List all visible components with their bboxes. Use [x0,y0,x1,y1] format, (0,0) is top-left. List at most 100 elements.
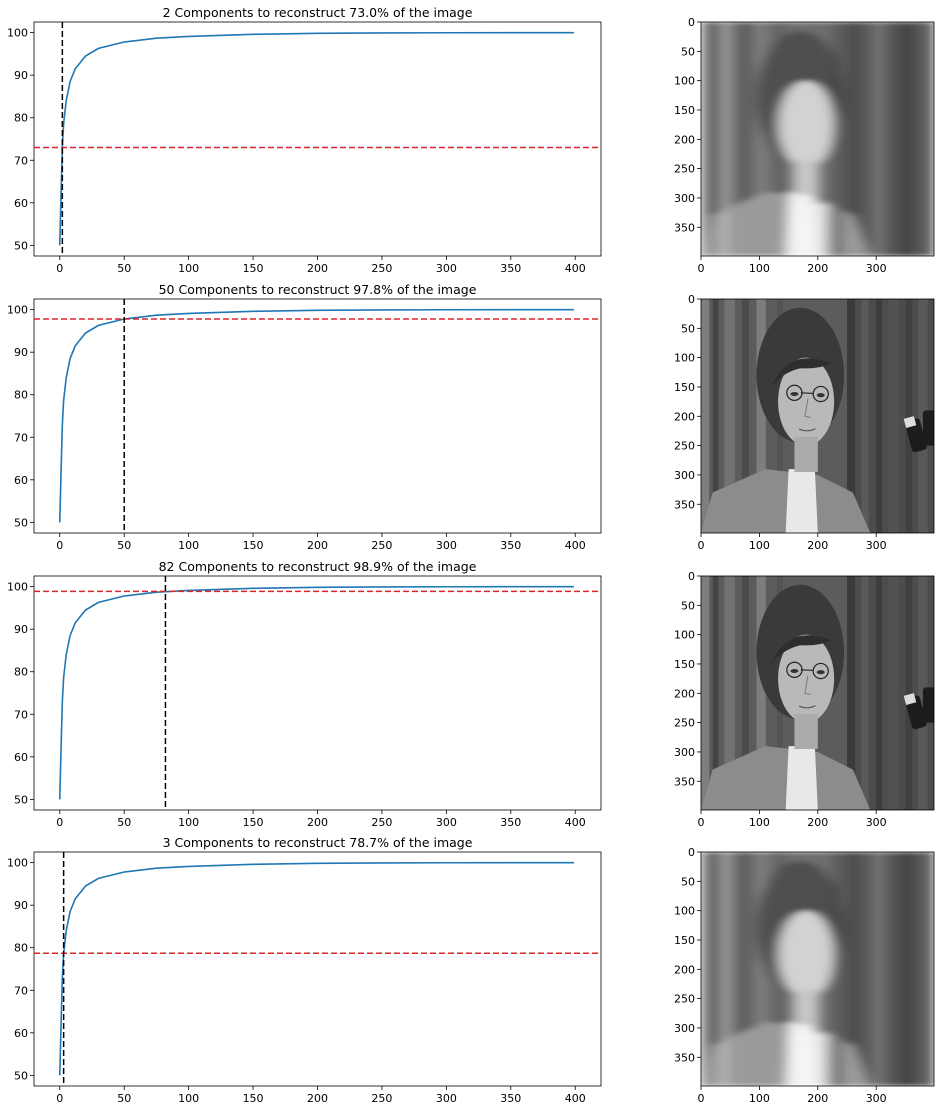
image-x-tick-label: 0 [698,262,705,275]
image-y-tick-label: 150 [674,934,695,947]
chart-title: 82 Components to reconstruct 98.9% of th… [159,559,477,574]
y-tick-label: 70 [14,984,28,997]
image-y-tick-label: 150 [674,381,695,394]
image-x-tick-label: 100 [749,816,770,829]
image-x-tick-label: 300 [866,539,887,552]
x-tick-label: 100 [178,816,199,829]
y-tick-label: 90 [14,69,28,82]
image-panel-4: 0 100 200 300 0 50 100 150 200 250 300 350 [674,846,935,1105]
image-y-tick-label: 300 [674,1022,695,1035]
x-tick-label: 350 [500,539,521,552]
image-y-tick-label: 150 [674,104,695,117]
y-tick-label: 70 [14,154,28,167]
x-tick-label: 50 [117,816,131,829]
x-tick-label: 50 [117,1092,131,1105]
image-x-tick-label: 100 [749,539,770,552]
x-tick-label: 150 [243,262,264,275]
microphone [905,418,927,453]
y-tick-label: 100 [7,581,28,594]
x-tick-label: 250 [371,816,392,829]
image-y-tick-label: 350 [674,775,695,788]
image-y-tick-label: 50 [681,599,695,612]
microphone [922,410,934,446]
chart-panel-2: 50 Components to reconstruct 97.8% of th… [7,282,602,552]
image-y-tick-label: 250 [674,993,695,1006]
image-y-tick-label: 350 [674,1051,695,1064]
y-tick-label: 80 [14,666,28,679]
y-tick-label: 90 [14,899,28,912]
image-x-tick-label: 0 [698,539,705,552]
y-tick-label: 60 [14,751,28,764]
image-x-tick-label: 0 [698,816,705,829]
image-x-tick-label: 200 [807,262,828,275]
chart-panel-1: 2 Components to reconstruct 73.0% of the… [7,5,602,275]
y-tick-label: 60 [14,1027,28,1040]
cumulative-variance-line [58,585,574,800]
y-tick-label: 80 [14,942,28,955]
image-x-tick-label: 300 [866,816,887,829]
x-tick-label: 100 [178,262,199,275]
x-tick-label: 350 [500,262,521,275]
y-tick-label: 90 [14,623,28,636]
x-tick-label: 200 [307,816,328,829]
x-tick-label: 200 [307,262,328,275]
image-y-tick-label: 300 [674,469,695,482]
y-tick-label: 80 [14,112,28,125]
y-tick-label: 100 [7,304,28,317]
y-tick-label: 90 [14,346,28,359]
x-tick-label: 300 [436,1092,457,1105]
reconstructed-image [701,22,934,256]
x-tick-label: 200 [307,539,328,552]
image-y-tick-label: 200 [674,133,695,146]
image-y-tick-label: 200 [674,410,695,423]
microphone [922,687,934,723]
chart-panel-3: 82 Components to reconstruct 98.9% of th… [7,559,602,829]
image-x-tick-label: 300 [866,1092,887,1105]
image-y-tick-label: 0 [688,846,695,859]
y-tick-label: 100 [7,857,28,870]
cumulative-variance-line [58,31,574,246]
chart-title: 2 Components to reconstruct 73.0% of the… [163,5,473,20]
x-tick-label: 100 [178,1092,199,1105]
image-x-tick-label: 100 [749,262,770,275]
y-tick-label: 100 [7,27,28,40]
x-tick-label: 200 [307,1092,328,1105]
image-x-tick-label: 0 [698,1092,705,1105]
chart-title: 50 Components to reconstruct 97.8% of th… [159,282,477,297]
image-x-tick-label: 200 [807,539,828,552]
y-tick-label: 70 [14,431,28,444]
image-panel-1: 0 100 200 300 0 50 100 150 200 250 300 350 [674,16,935,275]
image-y-tick-label: 250 [674,440,695,453]
x-tick-label: 350 [500,1092,521,1105]
x-tick-label: 300 [436,539,457,552]
x-tick-label: 400 [565,262,586,275]
microphone [905,695,927,730]
image-panel-3: 0 100 200 300 0 50 100 150 200 250 300 350 [674,570,935,829]
image-y-tick-label: 100 [674,629,695,642]
chart-title: 3 Components to reconstruct 78.7% of the… [163,835,473,850]
cumulative-variance-line [58,861,574,1076]
image-y-tick-label: 300 [674,746,695,759]
reconstructed-image [701,299,934,533]
image-y-tick-label: 200 [674,687,695,700]
x-tick-label: 0 [56,539,63,552]
axes-frame [33,298,602,534]
image-y-tick-label: 250 [674,163,695,176]
image-y-tick-label: 0 [688,293,695,306]
x-tick-label: 50 [117,262,131,275]
axes-frame [33,575,602,811]
x-tick-label: 250 [371,1092,392,1105]
x-tick-label: 350 [500,816,521,829]
image-y-tick-label: 350 [674,498,695,511]
x-tick-label: 300 [436,262,457,275]
reconstructed-image [701,852,934,1086]
x-tick-label: 0 [56,1092,63,1105]
x-tick-label: 150 [243,816,264,829]
image-y-tick-label: 0 [688,570,695,583]
y-tick-label: 50 [14,793,28,806]
x-tick-label: 400 [565,1092,586,1105]
axes-frame [33,851,602,1087]
x-tick-label: 400 [565,539,586,552]
cumulative-variance-line [58,308,574,523]
